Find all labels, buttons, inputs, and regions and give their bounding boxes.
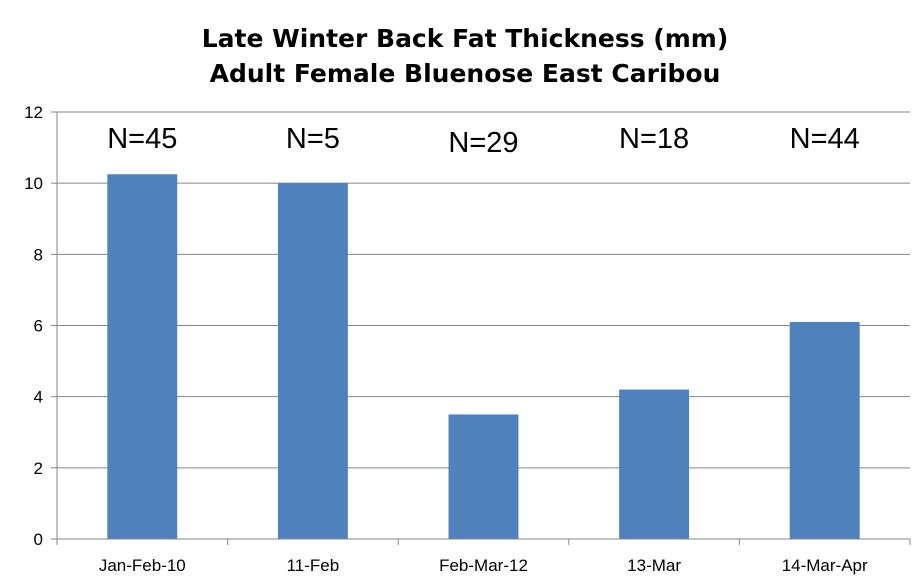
sample-size-label: N=18 <box>619 123 689 155</box>
sample-size-label: N=45 <box>107 123 177 155</box>
gridlines <box>57 111 910 469</box>
y-tick-label: 0 <box>34 530 43 549</box>
bar-3 <box>448 414 519 539</box>
bar-4 <box>619 389 690 539</box>
y-tick-label: 4 <box>34 388 43 407</box>
sample-size-label: N=44 <box>790 123 860 155</box>
bars <box>107 174 860 540</box>
y-tick-label: 6 <box>34 317 43 336</box>
axes <box>51 111 911 545</box>
y-tick-label: 10 <box>24 174 43 193</box>
bar-1 <box>107 174 178 540</box>
y-tick-label: 8 <box>34 245 43 264</box>
chart-title: Late Winter Back Fat Thickness (mm) <box>202 24 729 53</box>
labels: 0 2 4 6 8 10 12 Jan-Feb-10 11-Feb Feb-Mar-12 13-Ma… <box>24 103 868 575</box>
chart-subtitle: Adult Female Bluenose East Caribou <box>210 59 721 88</box>
bar-5 <box>789 321 860 539</box>
y-tick-label: 2 <box>34 459 43 478</box>
sample-size-label: N=29 <box>448 127 518 159</box>
x-tick-label: Feb-Mar-12 <box>439 556 528 575</box>
x-tick-label: 11-Feb <box>287 556 340 575</box>
x-tick-label: 13-Mar <box>627 556 681 575</box>
x-tick-label: 14-Mar-Apr <box>782 556 868 575</box>
bar-2 <box>277 183 348 539</box>
x-tick-label: Jan-Feb-10 <box>99 556 186 575</box>
sample-size-label: N=5 <box>286 123 340 155</box>
y-tick-label: 12 <box>24 103 43 122</box>
